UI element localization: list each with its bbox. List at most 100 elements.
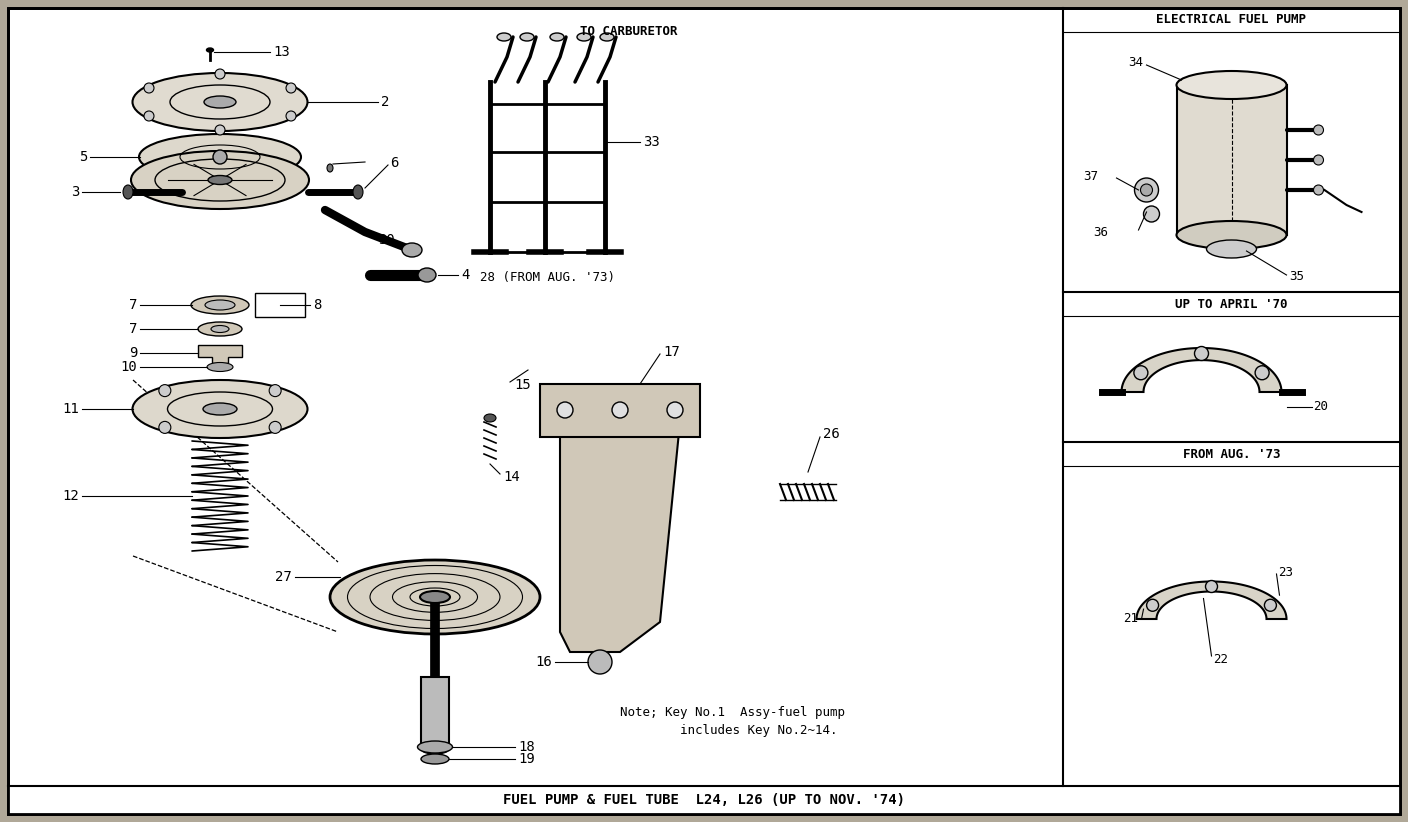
Circle shape — [1314, 155, 1324, 165]
Circle shape — [558, 402, 573, 418]
Text: 27: 27 — [275, 570, 291, 584]
Text: 22: 22 — [1214, 653, 1229, 666]
Text: 8: 8 — [313, 298, 321, 312]
Polygon shape — [1136, 581, 1287, 619]
Ellipse shape — [421, 754, 449, 764]
Text: 14: 14 — [503, 470, 520, 484]
Text: 23: 23 — [1278, 566, 1294, 579]
Ellipse shape — [132, 380, 307, 438]
Ellipse shape — [122, 185, 132, 199]
Text: 2: 2 — [382, 95, 390, 109]
Bar — [255, 293, 306, 317]
Ellipse shape — [577, 33, 591, 41]
Circle shape — [667, 402, 683, 418]
Ellipse shape — [199, 322, 242, 336]
Ellipse shape — [203, 403, 237, 415]
Text: ELECTRICAL FUEL PUMP: ELECTRICAL FUEL PUMP — [1156, 13, 1307, 26]
Circle shape — [159, 385, 170, 397]
Ellipse shape — [600, 33, 614, 41]
Circle shape — [1135, 178, 1159, 202]
Text: 13: 13 — [273, 45, 290, 59]
Circle shape — [213, 150, 227, 164]
Ellipse shape — [520, 33, 534, 41]
Text: 18: 18 — [518, 740, 535, 754]
Ellipse shape — [329, 560, 541, 634]
Ellipse shape — [484, 414, 496, 422]
Text: includes Key No.2~14.: includes Key No.2~14. — [620, 723, 838, 737]
Ellipse shape — [1207, 240, 1256, 258]
Circle shape — [1194, 347, 1208, 361]
Ellipse shape — [421, 744, 449, 754]
Text: 21: 21 — [1124, 612, 1139, 626]
Bar — [8, 786, 1400, 814]
Circle shape — [589, 650, 612, 674]
Ellipse shape — [191, 296, 249, 314]
Circle shape — [1146, 599, 1159, 612]
Circle shape — [215, 69, 225, 79]
Ellipse shape — [1177, 221, 1287, 249]
Text: 33: 33 — [643, 135, 660, 149]
Text: 28 (FROM AUG. '73): 28 (FROM AUG. '73) — [480, 270, 615, 284]
Circle shape — [269, 385, 282, 397]
Circle shape — [286, 111, 296, 121]
Circle shape — [144, 111, 153, 121]
Text: 6: 6 — [390, 156, 398, 170]
Circle shape — [1314, 125, 1324, 135]
Circle shape — [1133, 366, 1148, 380]
Ellipse shape — [207, 48, 214, 52]
Ellipse shape — [418, 741, 452, 753]
Ellipse shape — [208, 176, 232, 184]
Text: 34: 34 — [1128, 57, 1143, 70]
Bar — [1177, 85, 1287, 235]
Ellipse shape — [420, 591, 451, 603]
Circle shape — [286, 83, 296, 93]
Polygon shape — [199, 345, 242, 363]
Ellipse shape — [211, 326, 230, 333]
Ellipse shape — [207, 363, 232, 372]
Circle shape — [159, 422, 170, 433]
Text: 19: 19 — [518, 752, 535, 766]
Text: 7: 7 — [128, 322, 137, 336]
Text: 10: 10 — [120, 360, 137, 374]
Ellipse shape — [327, 164, 334, 172]
Text: 36: 36 — [1094, 225, 1108, 238]
Circle shape — [1264, 599, 1277, 612]
Text: 15: 15 — [514, 378, 531, 392]
Text: 3: 3 — [70, 185, 79, 199]
Polygon shape — [560, 392, 680, 652]
Ellipse shape — [497, 33, 511, 41]
Text: 37: 37 — [1084, 169, 1098, 182]
Text: FUEL PUMP & FUEL TUBE  L24, L26 (UP TO NOV. '74): FUEL PUMP & FUEL TUBE L24, L26 (UP TO NO… — [503, 793, 905, 807]
Text: 26: 26 — [824, 427, 839, 441]
Text: Note; Key No.1  Assy-fuel pump: Note; Key No.1 Assy-fuel pump — [620, 705, 845, 718]
Text: 4: 4 — [460, 268, 469, 282]
Circle shape — [1205, 580, 1218, 593]
Circle shape — [1255, 366, 1269, 380]
Ellipse shape — [353, 185, 363, 199]
Ellipse shape — [403, 243, 422, 257]
Text: 16: 16 — [535, 655, 552, 669]
Circle shape — [612, 402, 628, 418]
Ellipse shape — [418, 268, 436, 282]
Text: 5: 5 — [79, 150, 87, 164]
Text: 20: 20 — [1314, 400, 1329, 413]
Ellipse shape — [206, 300, 235, 310]
Text: 35: 35 — [1290, 270, 1304, 284]
Circle shape — [269, 422, 282, 433]
Text: 9: 9 — [128, 346, 137, 360]
Text: 7: 7 — [128, 298, 137, 312]
Text: FROM AUG. '73: FROM AUG. '73 — [1183, 447, 1280, 460]
Ellipse shape — [204, 96, 237, 108]
Circle shape — [144, 83, 153, 93]
Polygon shape — [541, 384, 700, 437]
Circle shape — [1140, 184, 1153, 196]
Polygon shape — [1122, 348, 1281, 392]
Text: 12: 12 — [62, 489, 79, 503]
Ellipse shape — [1177, 71, 1287, 99]
Ellipse shape — [132, 73, 307, 131]
Ellipse shape — [139, 134, 301, 180]
Ellipse shape — [131, 151, 308, 209]
Text: 30: 30 — [377, 233, 394, 247]
Circle shape — [1314, 185, 1324, 195]
Text: UP TO APRIL '70: UP TO APRIL '70 — [1176, 298, 1288, 311]
